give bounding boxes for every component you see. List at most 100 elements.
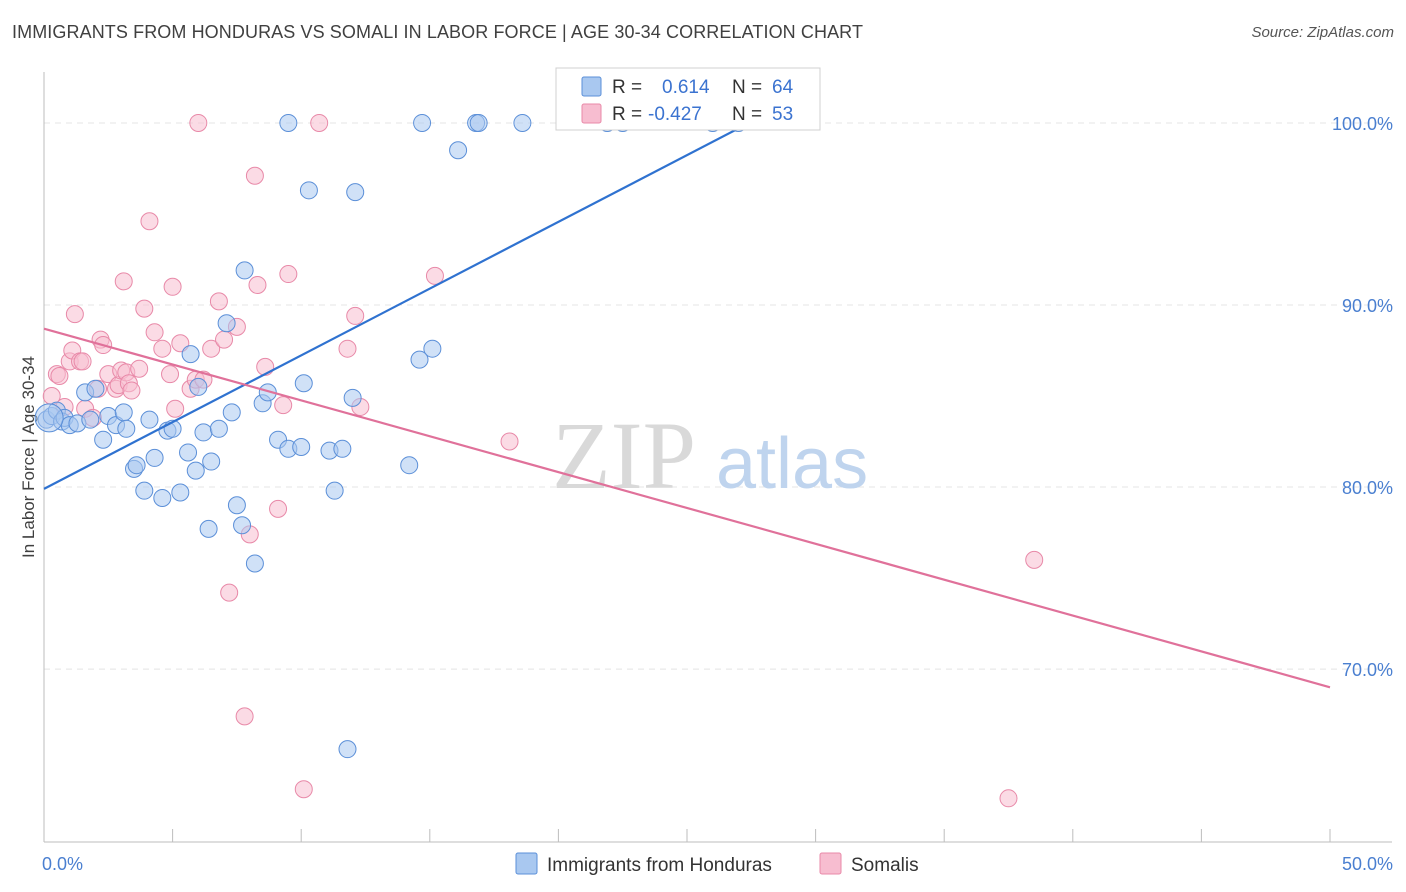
- legend-swatch-somali: [819, 852, 842, 875]
- stats-n-value-somali: 53: [772, 104, 793, 125]
- somali-points: [42, 113, 1044, 808]
- somali-point: [269, 499, 288, 518]
- honduras-point: [513, 113, 532, 132]
- chart-title: IMMIGRANTS FROM HONDURAS VS SOMALI IN LA…: [12, 22, 864, 42]
- trend-lines: [43, 107, 1331, 689]
- somali-point: [235, 707, 254, 726]
- somali-point: [248, 275, 267, 294]
- stats-swatch-somali: [581, 103, 602, 124]
- x-tick-label: 50.0%: [1342, 854, 1393, 874]
- somali-point: [163, 277, 182, 296]
- y-axis-tick-labels: 100.0% 90.0% 80.0% 70.0%: [1332, 114, 1393, 680]
- watermark-atlas: atlas: [716, 424, 868, 504]
- honduras-point: [227, 496, 246, 515]
- honduras-points: [34, 113, 748, 759]
- legend-swatch-honduras: [515, 852, 538, 875]
- legend-label-somali: Somalis: [851, 855, 919, 876]
- honduras-point: [469, 113, 488, 132]
- somali-point: [73, 352, 92, 371]
- somali-point: [294, 780, 313, 799]
- honduras-point-cluster: [34, 403, 64, 433]
- somali-point: [999, 789, 1018, 808]
- honduras-point: [410, 350, 429, 369]
- stats-r-value-somali: -0.427: [648, 104, 702, 125]
- honduras-point: [189, 377, 208, 396]
- honduras-point: [209, 419, 228, 438]
- stats-swatch-honduras: [581, 76, 602, 97]
- honduras-point: [217, 314, 236, 333]
- honduras-point: [299, 181, 318, 200]
- honduras-point: [86, 379, 105, 398]
- honduras-point: [186, 461, 205, 480]
- somali-trend-line: [43, 327, 1331, 689]
- honduras-point: [235, 261, 254, 280]
- honduras-point: [413, 113, 432, 132]
- y-tick-label: 70.0%: [1342, 660, 1393, 680]
- stats-r-label-honduras: R =: [612, 77, 642, 98]
- honduras-point: [400, 456, 419, 475]
- somali-point: [215, 330, 234, 349]
- legend-label-honduras: Immigrants from Honduras: [547, 855, 772, 876]
- honduras-point: [423, 339, 442, 358]
- honduras-point: [127, 456, 146, 475]
- honduras-point: [135, 481, 154, 500]
- somali-point: [500, 432, 519, 451]
- somali-point: [346, 306, 365, 325]
- somali-point: [153, 339, 172, 358]
- x-tick-label: 0.0%: [42, 854, 83, 874]
- somali-point: [1025, 550, 1044, 569]
- honduras-trend-line: [43, 107, 778, 490]
- honduras-point: [194, 423, 213, 442]
- honduras-point: [333, 439, 352, 458]
- somali-point: [135, 299, 154, 318]
- honduras-point: [202, 452, 221, 471]
- honduras-point: [179, 443, 198, 462]
- honduras-point: [181, 345, 200, 364]
- somali-point: [245, 166, 264, 185]
- x-axis-ticks: [43, 829, 1331, 842]
- honduras-point: [171, 483, 190, 502]
- y-tick-label: 90.0%: [1342, 296, 1393, 316]
- honduras-point: [153, 488, 172, 507]
- stats-r-value-honduras: 0.614: [662, 77, 710, 98]
- x-axis-tick-labels: 0.0% 50.0%: [42, 854, 1393, 874]
- honduras-point: [145, 448, 164, 467]
- somali-point: [130, 359, 149, 378]
- honduras-point: [279, 113, 298, 132]
- y-axis-label: In Labor Force | Age 30-34: [19, 356, 38, 558]
- somali-point: [122, 381, 141, 400]
- somali-point: [279, 265, 298, 284]
- stats-r-label-somali: R =: [612, 104, 642, 125]
- stats-n-label-somali: N =: [732, 104, 762, 125]
- honduras-point: [117, 419, 136, 438]
- honduras-point: [346, 183, 365, 202]
- honduras-point: [81, 410, 100, 429]
- honduras-point: [222, 403, 241, 422]
- honduras-point: [114, 403, 133, 422]
- honduras-point: [338, 740, 357, 759]
- somali-point: [209, 292, 228, 311]
- somali-point: [189, 113, 208, 132]
- somali-point: [425, 266, 444, 285]
- somali-point: [145, 323, 164, 342]
- somali-point: [161, 365, 180, 384]
- honduras-point: [292, 437, 311, 456]
- honduras-point: [140, 410, 159, 429]
- somali-point: [338, 339, 357, 358]
- somali-point: [220, 583, 239, 602]
- somali-point: [65, 305, 84, 324]
- axes: [43, 72, 1392, 843]
- honduras-point: [294, 374, 313, 393]
- somali-point: [310, 113, 329, 132]
- y-tick-label: 100.0%: [1332, 114, 1393, 134]
- y-tick-label: 80.0%: [1342, 478, 1393, 498]
- somali-point: [50, 366, 69, 385]
- honduras-point: [325, 481, 344, 500]
- honduras-point: [233, 516, 252, 535]
- somali-point: [274, 396, 293, 415]
- honduras-point: [199, 519, 218, 538]
- somali-point: [140, 212, 159, 231]
- legend: Immigrants from Honduras Somalis: [515, 852, 919, 876]
- honduras-point: [343, 388, 362, 407]
